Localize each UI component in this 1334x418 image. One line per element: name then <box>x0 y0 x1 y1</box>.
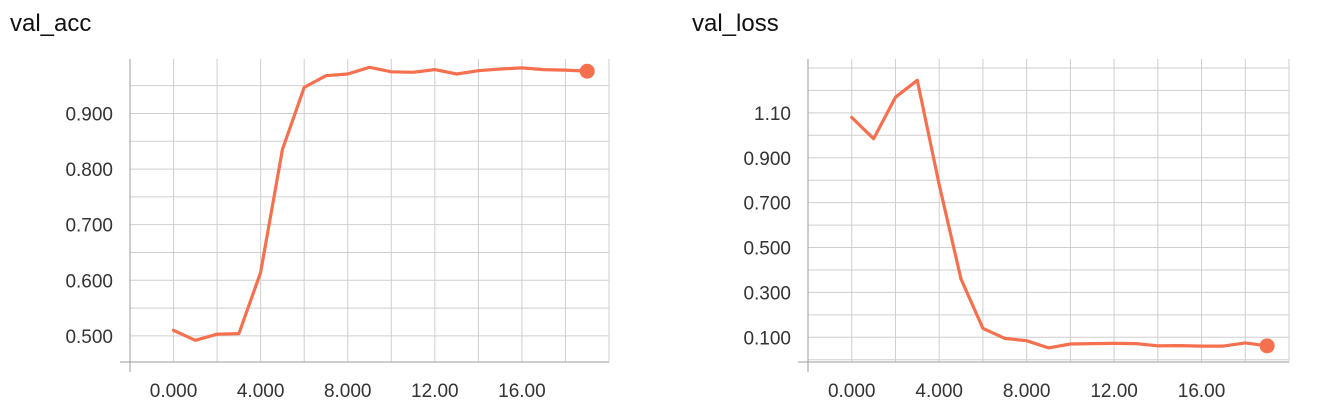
val-loss-last-point <box>1259 338 1275 354</box>
val-acc-x-tick-label: 12.00 <box>411 381 459 402</box>
val-acc-x-tick-label: 16.00 <box>498 381 546 402</box>
val-acc-last-point <box>579 63 595 79</box>
val-acc-y-tick-label: 0.900 <box>65 104 113 125</box>
val-acc-y-tick-label: 0.500 <box>65 327 113 348</box>
val-loss-x-tick-label: 0.000 <box>828 381 876 402</box>
chart-title-val-loss: val_loss <box>692 10 779 37</box>
val-loss-series-line <box>850 78 1269 350</box>
val-loss-x-tick-label: 16.00 <box>1178 381 1226 402</box>
val-loss-x-tick-label: 12.00 <box>1090 381 1138 402</box>
val-acc-x-tick-label: 0.000 <box>150 381 198 402</box>
val-loss-y-tick-label: 0.100 <box>743 328 791 349</box>
val-acc-y-tick-label: 0.700 <box>65 216 113 237</box>
val-acc-x-tick-label: 8.000 <box>324 381 372 402</box>
val-loss-x-tick-label: 4.000 <box>915 381 963 402</box>
val-loss-y-tick-label: 1.10 <box>754 104 791 125</box>
val-acc-y-tick-label: 0.600 <box>65 271 113 292</box>
val-loss-y-tick-label: 0.300 <box>743 283 791 304</box>
val-loss-y-tick-label: 0.700 <box>743 194 791 215</box>
val-loss-y-tick-label: 0.900 <box>743 149 791 170</box>
val-acc-series-line <box>171 65 589 342</box>
chart-title-val-acc: val_acc <box>10 10 92 37</box>
val-loss-x-tick-label: 8.000 <box>1003 381 1051 402</box>
val-acc-y-tick-label: 0.800 <box>65 160 113 181</box>
val-loss-y-tick-label: 0.500 <box>743 239 791 260</box>
val-acc-x-tick-label: 4.000 <box>237 381 285 402</box>
